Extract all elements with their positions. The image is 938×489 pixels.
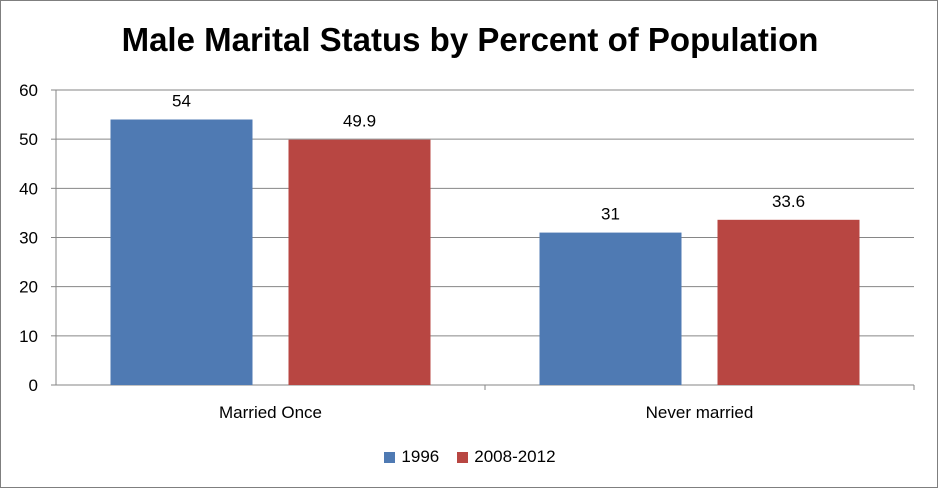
legend-item: 1996 <box>384 447 439 467</box>
legend-item: 2008-2012 <box>457 447 556 467</box>
y-tick-label: 40 <box>19 179 38 198</box>
legend-swatch <box>457 451 469 463</box>
bar-1996-married-once <box>110 119 253 385</box>
bar-2008-2012-never-married <box>717 219 860 385</box>
x-category-label: Never married <box>646 403 754 422</box>
x-category-label: Married Once <box>219 403 322 422</box>
legend: 1996 2008-2012 <box>1 447 938 467</box>
bar-2008-2012-married-once <box>288 139 431 385</box>
bar-1996-never-married <box>539 232 682 385</box>
chart-title: Male Marital Status by Percent of Popula… <box>121 21 819 58</box>
y-tick-label: 30 <box>19 229 38 248</box>
y-tick-label: 60 <box>19 81 38 100</box>
y-tick-label: 50 <box>19 130 38 149</box>
y-tick-label: 0 <box>29 376 38 395</box>
data-label: 49.9 <box>343 112 376 131</box>
legend-label: 2008-2012 <box>474 447 556 466</box>
data-label: 33.6 <box>772 192 805 211</box>
y-tick-label: 20 <box>19 278 38 297</box>
bars <box>110 119 860 385</box>
legend-swatch <box>384 451 396 463</box>
y-tick-label: 10 <box>19 327 38 346</box>
labels: 0 10 20 30 40 50 60 54 49.9 Married Once 31 33.6 Nev… <box>19 81 805 422</box>
data-label: 31 <box>601 205 620 224</box>
data-label: 54 <box>172 92 191 111</box>
legend-label: 1996 <box>401 447 440 466</box>
